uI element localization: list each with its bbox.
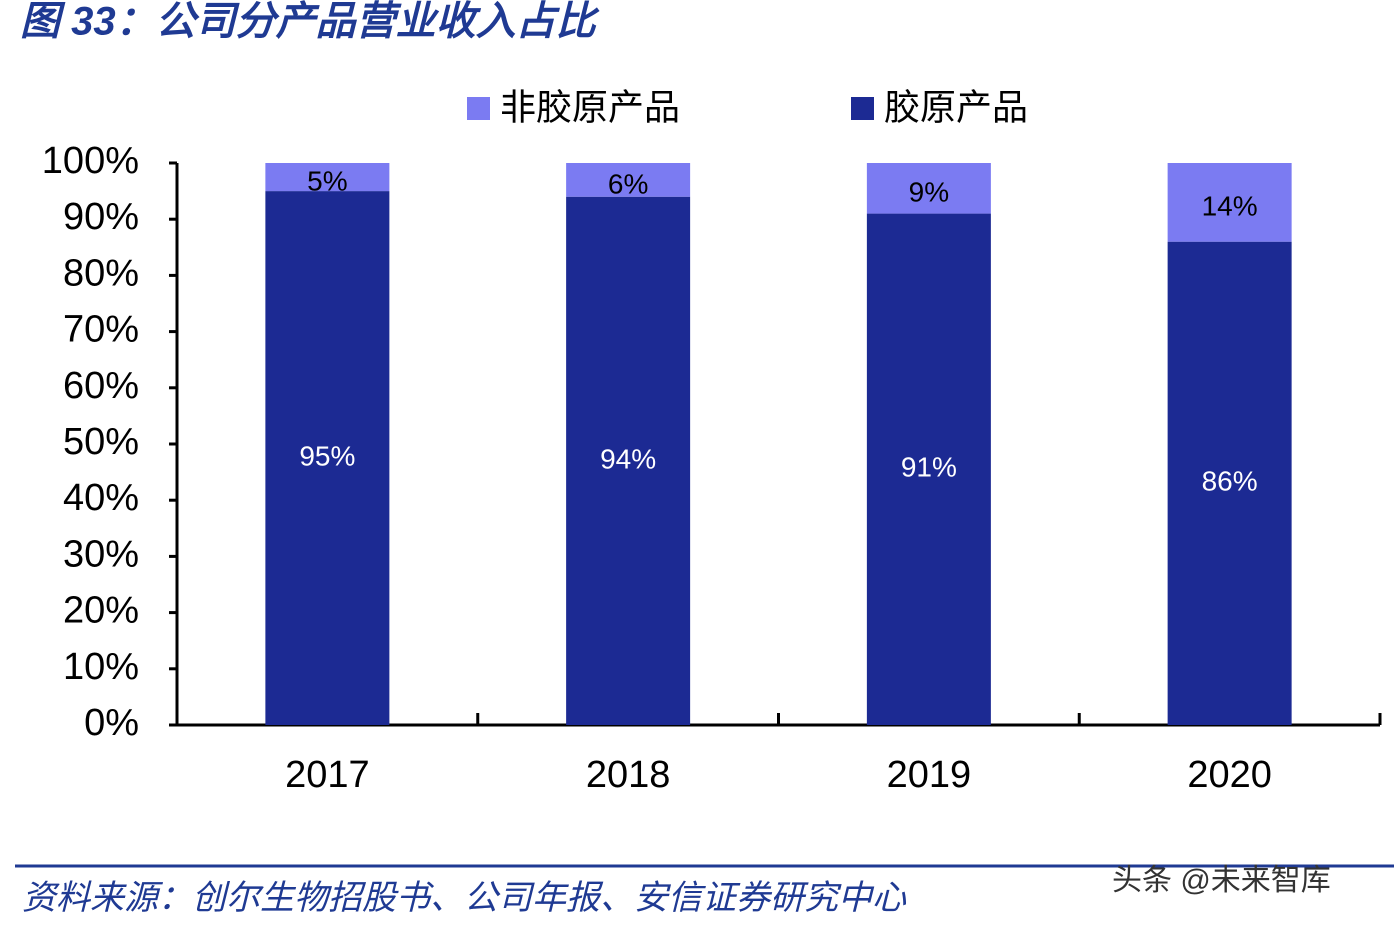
value-label: 86%: [1202, 466, 1258, 497]
value-label: 94%: [600, 443, 656, 474]
bar-segment: [866, 213, 991, 725]
bar-segment: [866, 163, 991, 214]
x-tick-label: 2019: [887, 754, 972, 796]
y-tick-label: 50%: [63, 421, 139, 463]
bar-segment: [566, 196, 691, 726]
y-tick-label: 40%: [63, 477, 139, 519]
bar-segment: [1167, 163, 1292, 242]
y-tick-label: 100%: [42, 140, 139, 182]
bar-segment: [1167, 241, 1292, 725]
value-label: 14%: [1202, 191, 1258, 222]
y-tick-label: 10%: [63, 646, 139, 688]
y-tick-label: 90%: [63, 196, 139, 238]
y-tick-label: 60%: [63, 365, 139, 407]
legend-swatch: [851, 97, 874, 120]
value-label: 6%: [608, 168, 648, 199]
x-tick-label: 2020: [1187, 754, 1272, 796]
chart-title: 图 33：公司分产品营业收入占比: [20, 0, 600, 44]
value-label: 95%: [299, 440, 355, 471]
x-tick-label: 2017: [285, 754, 370, 796]
bar-segment: [265, 163, 390, 192]
source: 资料来源：创尔生物招股书、公司年报、安信证券研究中心: [22, 879, 907, 917]
value-label: 91%: [901, 452, 957, 483]
y-tick-label: 30%: [63, 533, 139, 575]
legend-swatch: [467, 97, 490, 120]
y-tick-label: 20%: [63, 590, 139, 632]
bar-segment: [265, 191, 390, 726]
x-tick-label: 2018: [586, 754, 671, 796]
value-label: 5%: [307, 165, 347, 196]
legend-label: 非胶原产品: [500, 87, 680, 128]
watermark: 头条 @未来智库: [1112, 864, 1331, 897]
legend-label: 胶原产品: [884, 87, 1028, 128]
y-tick-label: 80%: [63, 252, 139, 294]
bar-segment: [566, 163, 691, 197]
value-label: 9%: [909, 177, 949, 208]
y-tick-label: 0%: [84, 702, 139, 744]
y-tick-label: 70%: [63, 309, 139, 351]
